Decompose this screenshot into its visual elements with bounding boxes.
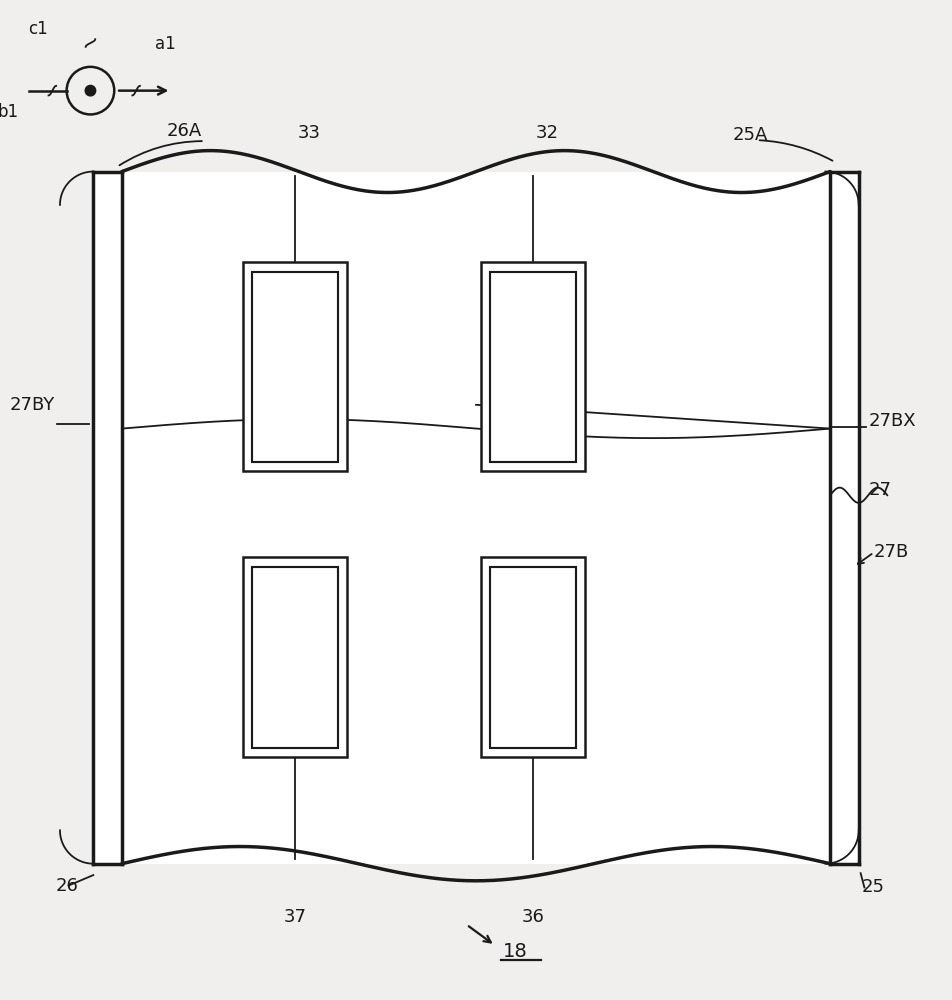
Text: 32: 32 — [536, 124, 559, 142]
Bar — [481, 557, 585, 757]
Text: 26: 26 — [55, 877, 78, 895]
Bar — [490, 272, 576, 462]
Bar — [93, 172, 859, 864]
Text: 18: 18 — [503, 942, 527, 961]
Circle shape — [86, 85, 95, 96]
Text: 33: 33 — [298, 124, 321, 142]
Text: b1: b1 — [0, 103, 19, 121]
Bar — [252, 272, 338, 462]
Bar — [481, 262, 585, 471]
Text: 37: 37 — [284, 908, 307, 926]
Text: 27: 27 — [868, 481, 891, 499]
Text: 27BY: 27BY — [10, 396, 55, 414]
Bar — [243, 557, 347, 757]
Text: 27B: 27B — [874, 543, 909, 561]
Bar — [243, 262, 347, 471]
Bar — [490, 567, 576, 748]
Text: 27BX: 27BX — [868, 412, 916, 430]
Text: 25A: 25A — [733, 126, 768, 144]
Text: c1: c1 — [28, 20, 48, 38]
Text: a1: a1 — [155, 35, 176, 53]
Text: 36: 36 — [522, 908, 545, 926]
Text: 26A: 26A — [167, 122, 202, 140]
Text: 25: 25 — [862, 878, 884, 896]
Bar — [252, 567, 338, 748]
